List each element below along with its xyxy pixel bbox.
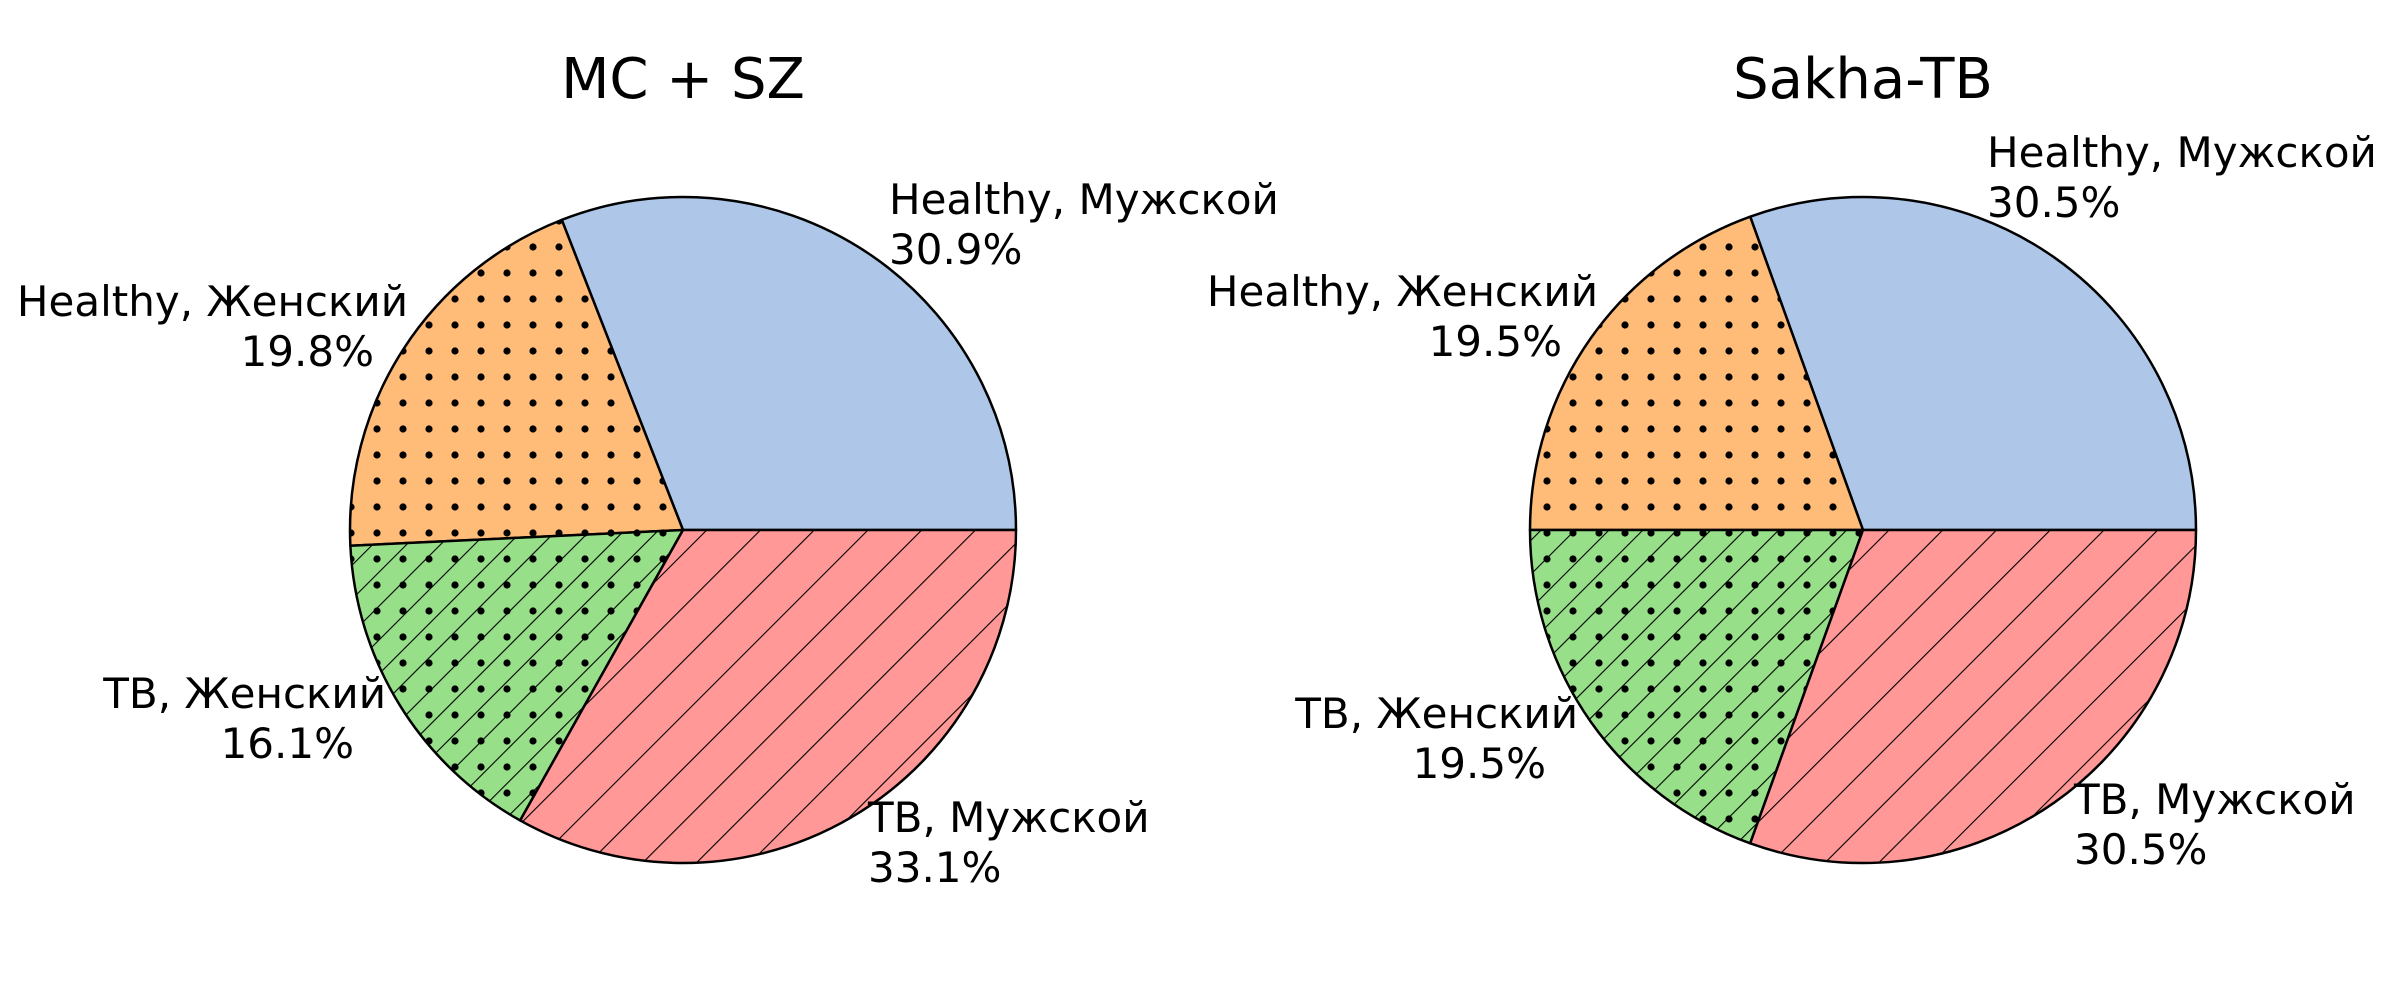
slice-percent: 30.5% xyxy=(1987,178,2120,227)
slice-label: TB, Мужской xyxy=(867,793,1150,842)
pie-title: Sakha-TB xyxy=(1733,47,1993,112)
slice-label: Healthy, Мужской xyxy=(1987,128,2377,177)
pie-sakha-tb: Sakha-TB Healthy, Мужской 30.5% Healthy,… xyxy=(1207,47,2377,874)
slice-percent: 30.9% xyxy=(889,225,1022,274)
slice-percent: 30.5% xyxy=(2074,825,2207,874)
slice-label: Healthy, Мужской xyxy=(889,175,1279,224)
pie-title: MC + SZ xyxy=(561,47,805,112)
slice-label: TB, Женский xyxy=(1294,689,1578,738)
slice-percent: 19.5% xyxy=(1413,739,1546,788)
slice-label: TB, Мужской xyxy=(2073,775,2356,824)
slice-label: TB, Женский xyxy=(102,669,386,718)
slice-percent: 16.1% xyxy=(221,719,354,768)
slice-label: Healthy, Женский xyxy=(1207,267,1598,316)
slice-label: Healthy, Женский xyxy=(17,277,408,326)
slice-percent: 33.1% xyxy=(868,843,1001,892)
slice-percent: 19.8% xyxy=(241,327,374,376)
pie-mc-sz: MC + SZ Healthy, Мужской 30.9% Healthy, … xyxy=(17,47,1279,892)
slice-percent: 19.5% xyxy=(1429,317,1562,366)
